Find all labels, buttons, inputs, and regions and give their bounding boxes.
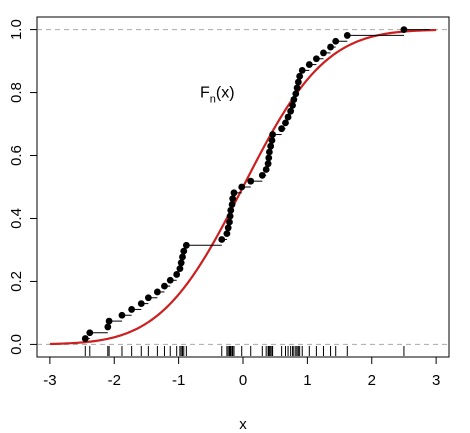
ecdf-point — [296, 72, 304, 80]
y-axis: 0.0 0.2 0.4 0.6 0.8 1.0 — [8, 19, 38, 355]
x-tick-label: 3 — [432, 372, 440, 389]
ecdf-point — [289, 101, 296, 109]
ecdf-point — [312, 55, 320, 63]
ecdf-point — [161, 282, 168, 290]
ecdf-point — [224, 224, 232, 232]
ecdf-point — [81, 335, 89, 342]
ecdf-point — [332, 37, 340, 45]
ecdf-point — [238, 183, 246, 191]
ecdf-point — [230, 189, 238, 197]
ecdf-point — [228, 201, 236, 208]
x-tick-label: -1 — [172, 372, 185, 389]
ecdf-point — [226, 218, 233, 226]
ecdf-point — [104, 323, 112, 331]
ecdf-point — [86, 329, 94, 337]
ecdf-point — [320, 49, 327, 57]
ecdf-point — [166, 276, 174, 284]
ecdf-point — [298, 67, 306, 74]
ecdf-point — [258, 171, 266, 179]
x-tick-label: -2 — [108, 372, 121, 389]
ecdf-annotation: Fn(x) — [200, 85, 235, 106]
ecdf-point — [182, 241, 190, 249]
rug-marks — [84, 346, 405, 356]
ecdf-point — [264, 160, 272, 168]
ecdf-point — [223, 230, 231, 238]
ecdf-point — [153, 288, 161, 296]
y-tick-label: 0.0 — [8, 334, 25, 355]
y-tick-label: 1.0 — [8, 19, 25, 40]
ecdf-point — [137, 300, 145, 307]
ecdf-point — [282, 119, 289, 127]
ecdf-point — [268, 136, 276, 144]
x-tick-label: 2 — [368, 372, 376, 389]
ecdf-point — [173, 271, 181, 278]
ecdf-point — [247, 177, 255, 185]
reference-lines — [37, 29, 449, 345]
ecdf-point — [262, 166, 270, 173]
x-axis-label: x — [239, 416, 247, 433]
ecdf-series — [81, 26, 430, 342]
x-tick-label: 1 — [303, 372, 311, 389]
y-tick-label: 0.6 — [8, 145, 25, 166]
ecdf-point — [118, 311, 126, 319]
ecdf-point — [105, 317, 113, 325]
ecdf-point — [278, 125, 286, 133]
ecdf-point — [293, 84, 301, 92]
y-tick-label: 0.2 — [8, 271, 25, 292]
ecdf-point — [290, 96, 298, 103]
ecdf-point — [180, 247, 188, 255]
annotation-suffix: (x) — [216, 85, 235, 102]
ecdf-point — [400, 26, 408, 33]
ecdf-point — [327, 43, 334, 51]
y-tick-label: 0.4 — [8, 208, 25, 229]
ecdf-point — [265, 154, 273, 162]
ecdf-point — [269, 131, 277, 138]
ecdf-point — [227, 206, 235, 214]
y-tick-label: 0.8 — [8, 82, 25, 103]
ecdf-point — [177, 259, 185, 267]
ecdf-point — [305, 61, 313, 68]
ecdf-point — [265, 148, 273, 156]
x-tick-label: 0 — [239, 372, 247, 389]
annotation-main: F — [200, 85, 210, 102]
ecdf-point — [343, 32, 351, 39]
ecdf-point — [267, 142, 275, 150]
ecdf-point — [292, 90, 300, 98]
ecdf-point — [284, 113, 292, 121]
x-tick-label: -3 — [43, 372, 56, 389]
annotation-subscript: n — [210, 94, 216, 106]
ecdf-point — [144, 294, 152, 302]
ecdf-point — [229, 195, 237, 203]
x-axis: -3 -2 -1 0 1 2 3 — [43, 356, 440, 389]
ecdf-point — [176, 265, 184, 273]
ecdf-point — [226, 212, 234, 220]
ecdf-point — [218, 236, 226, 243]
ecdf-point — [294, 78, 302, 86]
ecdf-point — [287, 107, 295, 115]
ecdf-point — [128, 306, 136, 313]
ecdf-point — [179, 253, 186, 261]
